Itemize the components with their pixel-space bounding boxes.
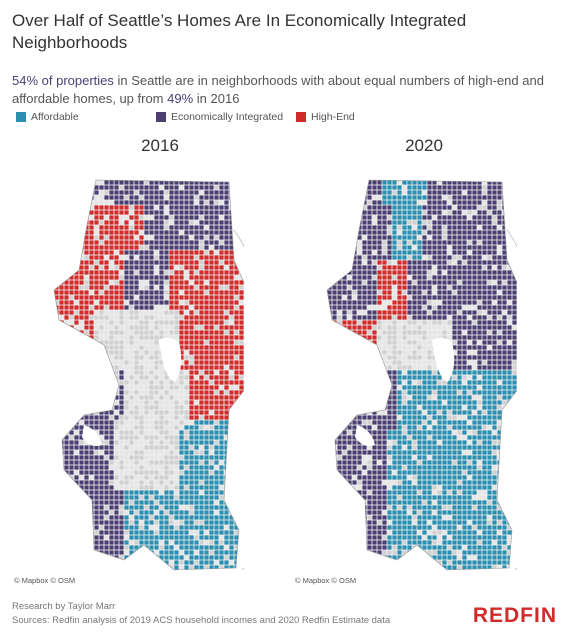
- map-blocks-1: [327, 180, 517, 570]
- seattle-map-2020: [326, 179, 517, 571]
- city-outline-1: [326, 179, 517, 571]
- subtitle-highlight-2016: 49%: [167, 91, 194, 106]
- map-title-2016: 2016: [141, 136, 179, 155]
- redfin-logo: REDFIN: [472, 604, 557, 627]
- legend-swatch-integrated: [156, 112, 166, 122]
- chart-title: Over Half of Seattle’s Homes Are In Econ…: [12, 11, 467, 52]
- lake-1-1: [347, 350, 382, 392]
- subtitle-highlight-2020: 54% of properties: [12, 73, 114, 88]
- map-credit-2020: © Mapbox © OSM: [295, 576, 357, 585]
- legend-label-affordable: Affordable: [31, 111, 79, 123]
- footer-author: Research by Taylor Marr: [12, 601, 116, 612]
- legend-item-integrated: Economically Integrated: [156, 111, 283, 123]
- lake-0-1: [74, 350, 109, 392]
- legend: Affordable Economically Integrated High-…: [16, 111, 556, 125]
- map-title-2020: 2020: [405, 136, 443, 155]
- subtitle-text-b: in 2016: [193, 91, 240, 106]
- legend-item-affordable: Affordable: [16, 111, 79, 123]
- lake-0-2: [82, 425, 102, 446]
- legend-label-high-end: High-End: [311, 111, 355, 123]
- legend-swatch-affordable: [16, 112, 26, 122]
- legend-label-integrated: Economically Integrated: [171, 111, 284, 123]
- lake-0-0: [159, 337, 182, 382]
- legend-swatch-high-end: [296, 112, 306, 122]
- city-outline-0: [53, 179, 244, 571]
- footer-sources: Sources: Redfin analysis of 2019 ACS hou…: [12, 615, 391, 626]
- map-blocks-0: [54, 180, 244, 570]
- map-credit-2016: © Mapbox © OSM: [14, 576, 76, 585]
- chart-subtitle: 54% of properties in Seattle are in neig…: [12, 72, 557, 108]
- lake-1-2: [355, 425, 375, 446]
- lake-1-0: [432, 337, 455, 382]
- subtitle-text-a: in Seattle are in neighborhoods with abo…: [12, 73, 544, 106]
- seattle-map-2016: [53, 179, 244, 571]
- legend-item-high-end: High-End: [296, 111, 355, 123]
